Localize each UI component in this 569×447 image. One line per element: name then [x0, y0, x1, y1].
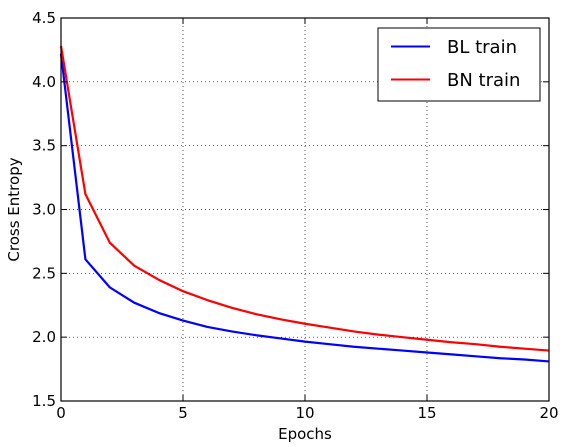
ticks: 0 5 10 15 20 1.5 2.0 2.5 3.0 3.5 4.0 4.5	[32, 9, 558, 422]
x-tick-label: 10	[295, 404, 314, 422]
x-tick-label: 15	[417, 404, 436, 422]
y-tick-label: 2.5	[32, 264, 56, 282]
series-layer	[59, 45, 550, 363]
y-tick-label: 2.0	[32, 328, 56, 346]
legend: BL train BN train	[377, 27, 541, 102]
y-tick-label: 4.0	[32, 73, 56, 91]
grid	[61, 18, 549, 401]
legend-box	[377, 27, 541, 102]
legend-label-bn-train: BN train	[447, 70, 520, 91]
legend-label-bl-train: BL train	[447, 37, 517, 58]
y-tick-label: 1.5	[32, 392, 56, 410]
x-tick-label: 5	[178, 404, 188, 422]
series-line-bl-train	[59, 53, 550, 363]
y-tick-label: 4.5	[32, 9, 56, 27]
y-axis-label: Cross Entropy	[5, 157, 23, 261]
x-tick-label: 20	[539, 404, 558, 422]
x-axis-label: Epochs	[278, 425, 332, 443]
x-tick-label: 0	[56, 404, 66, 422]
series-line-bn-train	[59, 45, 550, 352]
y-tick-label: 3.0	[32, 201, 56, 219]
y-tick-label: 3.5	[32, 137, 56, 155]
